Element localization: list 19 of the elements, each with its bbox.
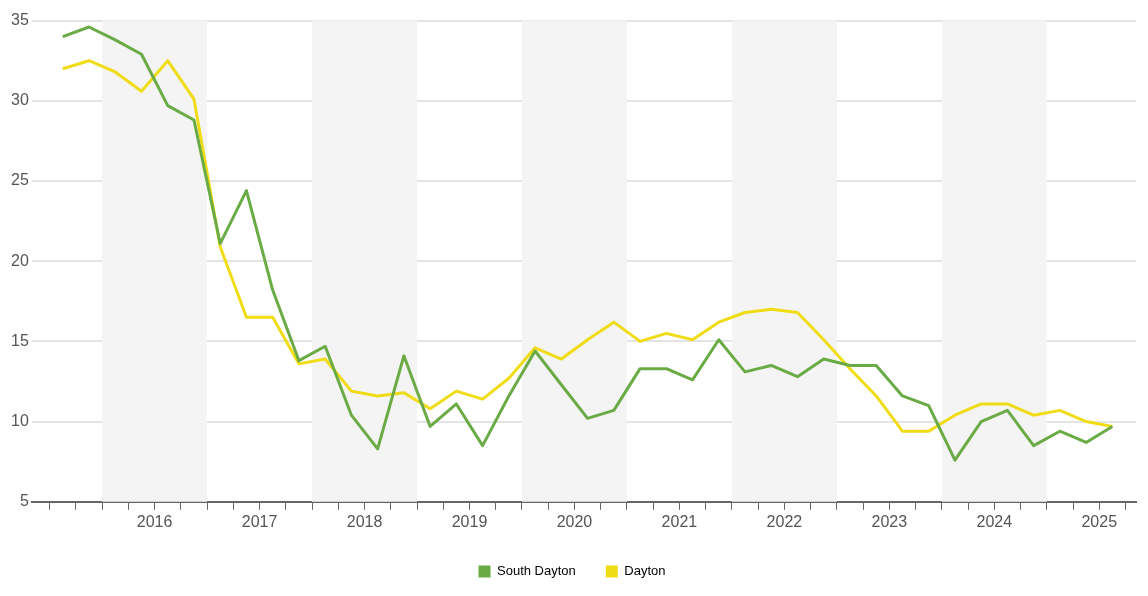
y-tick-label: 20 <box>11 251 29 269</box>
x-tick-label: 2022 <box>766 512 803 530</box>
x-tick-label: 2019 <box>451 512 488 530</box>
x-tick-label: 2021 <box>661 512 698 530</box>
x-tick-label: 2016 <box>136 512 173 530</box>
y-tick-label: 15 <box>11 331 29 349</box>
y-tick-label: 5 <box>19 492 29 510</box>
x-tick-label: 2017 <box>241 512 278 530</box>
legend-label: Dayton <box>624 563 666 579</box>
y-tick-label: 30 <box>11 91 29 109</box>
y-tick-label: 25 <box>11 171 29 189</box>
legend-label: South Dayton <box>497 563 576 579</box>
x-tick-label: 2020 <box>556 512 593 530</box>
x-tick-label: 2023 <box>871 512 908 530</box>
x-tick-label: 2025 <box>1081 512 1118 530</box>
y-tick-label: 10 <box>11 412 29 430</box>
x-tick-label: 2024 <box>976 512 1013 530</box>
x-tick-label: 2018 <box>346 512 383 530</box>
y-tick-label: 35 <box>11 11 29 29</box>
